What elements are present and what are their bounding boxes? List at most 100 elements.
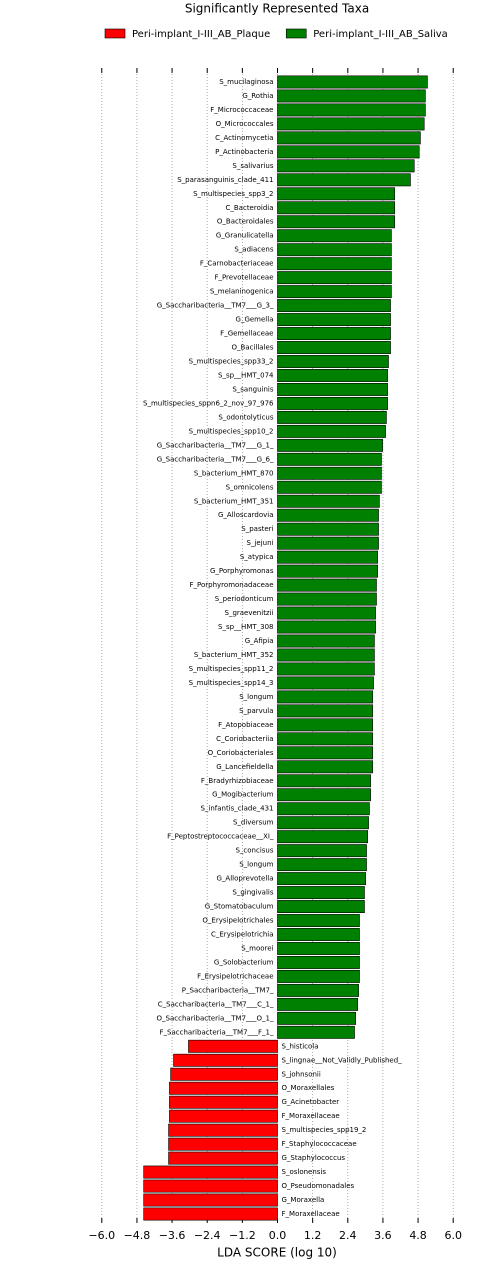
bar [277,648,375,662]
bar-label: P_Actinobacteria [215,148,273,156]
bar [277,983,359,997]
bar-label: G_Solobacterium [214,958,274,966]
bar-label: S_diversum [233,819,274,827]
bar-label: S_oslonensis [282,1168,327,1176]
bar-label: S_infantis_clade_431 [200,805,273,813]
bar-label: F_Moraxellaceae [282,1112,340,1120]
bar [277,969,360,983]
bar [277,159,415,173]
bar-label: O_Bacteroidales [217,218,274,226]
chart-title: Significantly Represented Taxa [185,2,369,16]
x-tick-label: −2.4 [194,1229,221,1242]
bar [277,578,377,592]
bar-label: S_concisus [235,847,273,855]
bar-label: S_multispecies_spp10_2 [189,427,274,435]
bar [277,536,379,550]
bar-label: S_bacterium_HMT_352 [194,651,274,659]
bar [168,1137,278,1151]
x-tick-label: −3.6 [159,1229,186,1242]
bar-label: O_Pseudomonadales [282,1182,355,1190]
bar-label: G_Saccharibacteria__TM7___G_1_ [157,441,274,449]
bar-label: O_Erysipelotrichales [202,917,273,925]
bar [277,396,388,410]
bar-label: O_Moraxellales [282,1084,335,1092]
bar [277,508,379,522]
x-axis-label: LDA SCORE (log 10) [217,1246,337,1260]
bar [277,662,375,676]
bar-label: S_parvula [239,707,273,715]
bar-label: C_Coriobacteriia [216,735,273,743]
bar-label: C_Saccharibacteria__TM7___C_1_ [158,1000,274,1008]
bar-label: S_multispecies_spp3_2 [193,190,273,198]
x-tick-label: −1.2 [229,1229,256,1242]
x-tick-label: 0.0 [269,1229,287,1242]
bar [277,900,365,913]
bar [143,1207,278,1221]
bar-label: C_Actinomycetia [215,134,273,142]
bar-label: G_Porphyromonas [210,567,274,575]
x-tick-label: 1.2 [304,1229,322,1242]
bar [277,173,411,187]
bar [277,760,373,774]
bar [277,942,360,955]
bar-label: S_lingnae__Not_Validly_Published_ [282,1056,403,1064]
bar-label: G_Afipia [245,637,274,645]
bar-label: S_multispecies_spp19_2 [282,1126,367,1134]
bar [277,480,382,494]
bar-label: S_periodonticum [215,595,274,603]
bar-label: S_graevenitzii [225,609,274,617]
bar [277,1011,356,1025]
x-tick-label: 3.6 [374,1229,392,1242]
legend: Peri-implant_I-III_AB_Plaque Peri-implant… [104,28,448,40]
bar-label: S_mucilaginosa [219,78,273,86]
bar [277,257,392,271]
bar [277,830,368,844]
legend-swatch [104,28,126,39]
bar-label: F_Erysipelotrichaceae [197,972,273,980]
bar-label: S_bacterium_HMT_351 [194,497,274,505]
bar [277,704,373,718]
bar-label: C_Erysipelotrichia [211,931,274,939]
bar-label: G_Granulicatella [216,232,274,240]
bar [168,1151,278,1165]
bar [277,564,378,578]
bar [173,1053,278,1067]
bar [277,410,387,424]
bar-label: S_melaninogenica [210,288,274,296]
bar [277,914,360,927]
bar [277,816,369,830]
bar-label: F_Staphylococcaceae [282,1140,357,1148]
bar-label: O_Saccharibacteria__TM7___O_1_ [157,1014,274,1022]
bar [277,187,395,201]
bar-label: F_Porphyromonadaceae [190,581,274,589]
bar [277,550,378,564]
bar [169,1081,278,1095]
bar-label: G_Rothia [242,92,273,100]
bar-label: F_Peptostreptococcaceae__XI_ [167,833,274,841]
bar-label: F_Carnobacteriaceae [200,260,274,268]
bar-label: S_salivarius [232,162,273,170]
bar [277,620,376,634]
bar [277,1025,355,1039]
bar-label: F_Bradyrhizobiaceae [201,777,274,785]
bar-label: F_Moraxellaceae [282,1210,340,1218]
bar [169,1095,278,1109]
bar-label: G_Gemella [236,316,274,324]
bar [143,1165,278,1179]
bar [277,355,389,368]
bar [277,243,392,257]
bar [277,606,376,620]
bar [277,271,392,285]
bar-label: F_Gemellaceae [220,330,273,338]
bar-label: S_omnicolens [226,483,274,491]
bar-label: G_Saccharibacteria__TM7___G_6_ [157,455,274,463]
bar-label: S_parasanguinis_clade_411 [177,176,273,184]
bar [277,229,392,243]
bar [277,466,382,480]
x-tick-label: 2.4 [339,1229,357,1242]
legend-swatch [285,28,307,39]
bar-label: G_Lancefieldella [216,763,273,771]
x-tick-label: −6.0 [88,1229,115,1242]
bar-label: F_Micrococcaceae [210,106,273,114]
